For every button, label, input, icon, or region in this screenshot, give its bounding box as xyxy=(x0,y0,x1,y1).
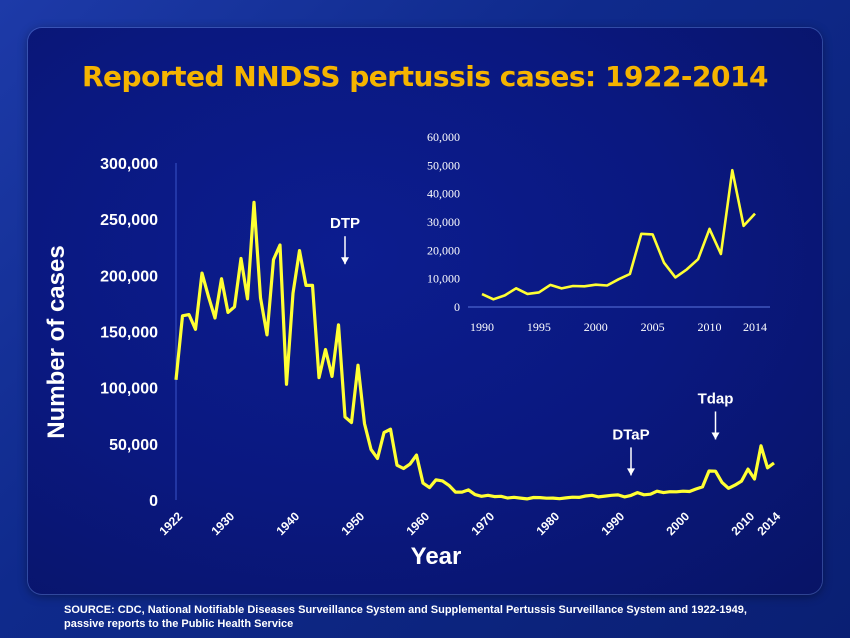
annotation-tdap-label: Tdap xyxy=(698,390,734,407)
annotation-dtp-label: DTP xyxy=(330,215,360,232)
slide-title: Reported NNDSS pertussis cases: 1922-201… xyxy=(82,60,768,93)
inset-chart: 0 10,000 20,000 30,000 40,000 50,000 60,000 19… xyxy=(427,130,770,334)
inset-x-tick-label: 2005 xyxy=(641,320,665,334)
inset-x-tick-label: 2014 xyxy=(743,320,767,334)
inset-y-tick-label: 40,000 xyxy=(427,187,460,201)
y-axis-label: Number of cases xyxy=(43,245,70,438)
inset-x-tick-label: 2010 xyxy=(698,320,722,334)
annotation-dtap-label: DTaP xyxy=(612,426,649,443)
inset-y-tick-label: 60,000 xyxy=(427,130,460,144)
inset-y-tick-label: 10,000 xyxy=(427,272,460,286)
main-series-line xyxy=(174,200,775,501)
inset-x-tick-labels: 1990 1995 2000 2005 2010 2014 xyxy=(470,320,767,334)
source-note: SOURCE: CDC, National Notifiable Disease… xyxy=(64,604,747,630)
main-annotations: DTP DTaP Tdap xyxy=(330,215,734,476)
inset-x-tick-label: 1990 xyxy=(470,320,494,334)
main-y-tick-label: 0 xyxy=(149,493,158,510)
inset-y-tick-label: 30,000 xyxy=(427,215,460,229)
annotation-dtap-arrowhead xyxy=(627,468,635,476)
inset-x-tick-label: 2000 xyxy=(584,320,608,334)
main-y-tick-label: 150,000 xyxy=(100,325,158,342)
x-axis-label: Year xyxy=(411,543,462,570)
inset-y-tick-label: 50,000 xyxy=(427,158,460,172)
main-chart: 0 50,000 100,000 150,000 200,000 250,000 300,0… xyxy=(43,156,775,570)
main-y-tick-label: 50,000 xyxy=(109,437,158,454)
inset-y-tick-labels: 0 10,000 20,000 30,000 40,000 50,000 60,000 xyxy=(427,130,460,314)
slide-panel xyxy=(28,28,822,594)
annotation-tdap-arrowhead xyxy=(711,432,720,440)
inset-y-tick-label: 0 xyxy=(454,300,460,314)
inset-series-line xyxy=(481,168,756,301)
annotation-dtp-arrowhead xyxy=(341,257,349,265)
main-y-tick-label: 100,000 xyxy=(100,381,158,398)
main-y-tick-label: 300,000 xyxy=(100,156,158,173)
inset-y-tick-label: 20,000 xyxy=(427,243,460,257)
main-y-tick-label: 200,000 xyxy=(100,268,158,285)
inset-x-tick-label: 1995 xyxy=(527,320,551,334)
main-y-tick-labels: 0 50,000 100,000 150,000 200,000 250,000 300,0… xyxy=(100,156,158,510)
main-y-tick-label: 250,000 xyxy=(100,212,158,229)
